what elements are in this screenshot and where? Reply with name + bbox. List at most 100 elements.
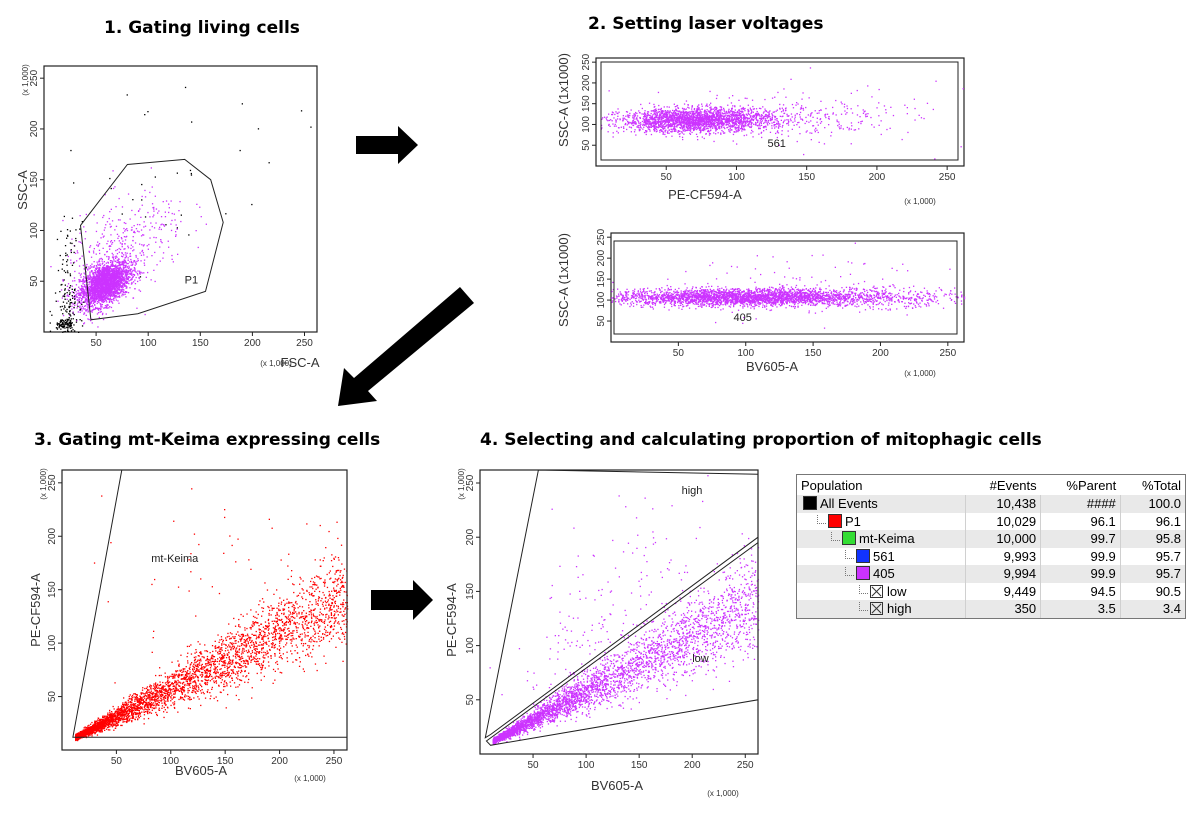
data-point xyxy=(117,300,118,301)
data-point xyxy=(763,130,764,131)
data-point xyxy=(670,124,671,125)
data-point xyxy=(140,252,141,253)
data-point xyxy=(134,280,135,281)
data-point xyxy=(88,279,89,280)
data-point xyxy=(110,234,111,235)
data-point xyxy=(147,256,148,257)
data-point xyxy=(134,274,135,275)
data-point xyxy=(662,120,663,121)
y-tick-label: 200 xyxy=(29,120,40,137)
data-point xyxy=(92,285,93,286)
data-point xyxy=(77,250,78,251)
data-point xyxy=(76,260,77,261)
data-point xyxy=(90,302,91,303)
data-point xyxy=(86,295,87,296)
data-point xyxy=(757,111,758,112)
data-point xyxy=(105,224,106,225)
x-tick-label: 50 xyxy=(91,338,103,349)
data-point xyxy=(127,253,128,254)
data-point xyxy=(136,277,137,278)
data-point xyxy=(113,259,114,260)
data-point xyxy=(84,313,85,314)
data-point xyxy=(92,266,93,267)
data-point xyxy=(114,261,115,262)
x-scale-label: (x 1,000) xyxy=(260,359,292,368)
data-point xyxy=(91,271,92,272)
data-point xyxy=(104,230,105,231)
data-point xyxy=(141,251,142,252)
data-point xyxy=(617,108,618,109)
data-point xyxy=(756,113,757,114)
data-point xyxy=(126,256,127,257)
data-point xyxy=(78,297,79,298)
data-point xyxy=(122,206,123,207)
data-point xyxy=(117,253,118,254)
data-point xyxy=(120,249,121,250)
data-point xyxy=(106,294,107,295)
data-point xyxy=(107,304,108,305)
data-point xyxy=(144,263,145,264)
data-point xyxy=(91,283,92,284)
data-point xyxy=(759,123,760,124)
data-point xyxy=(122,286,123,287)
data-point xyxy=(610,119,611,120)
data-point xyxy=(684,108,685,109)
data-point xyxy=(632,115,633,116)
data-point xyxy=(628,123,629,124)
data-point xyxy=(614,114,615,115)
data-point xyxy=(73,182,74,183)
data-point xyxy=(684,128,685,129)
data-point xyxy=(732,114,733,115)
data-point xyxy=(66,311,67,312)
data-point xyxy=(79,288,80,289)
data-point xyxy=(159,229,160,230)
data-point xyxy=(74,303,75,304)
data-point xyxy=(141,235,142,236)
data-point xyxy=(97,296,98,297)
data-point xyxy=(152,203,153,204)
data-point xyxy=(73,262,74,263)
data-point xyxy=(127,267,128,268)
data-point xyxy=(105,296,106,297)
data-point xyxy=(639,125,640,126)
data-point xyxy=(61,324,62,325)
data-point xyxy=(128,292,129,293)
gate-label: P1 xyxy=(185,274,198,286)
data-point xyxy=(767,124,768,125)
data-point xyxy=(622,118,623,119)
data-point xyxy=(92,310,93,311)
data-point xyxy=(119,292,120,293)
data-point xyxy=(128,260,129,261)
data-point xyxy=(134,288,135,289)
data-point xyxy=(114,265,115,266)
data-point xyxy=(122,294,123,295)
data-point xyxy=(92,293,93,294)
data-point xyxy=(653,121,654,122)
data-point xyxy=(91,296,92,297)
data-point xyxy=(115,276,116,277)
data-point xyxy=(134,231,135,232)
data-point xyxy=(165,216,166,217)
data-point xyxy=(122,241,123,242)
data-point xyxy=(86,288,87,289)
data-point xyxy=(689,133,690,134)
data-point xyxy=(117,268,118,269)
data-point xyxy=(100,277,101,278)
data-point xyxy=(72,329,73,330)
data-point xyxy=(86,294,87,295)
data-point xyxy=(130,271,131,272)
data-point xyxy=(782,130,783,131)
data-point xyxy=(644,110,645,111)
data-point xyxy=(67,319,68,320)
data-point xyxy=(98,264,99,265)
y-scale-label: (x 1,000) xyxy=(21,64,30,96)
data-point xyxy=(62,264,63,265)
data-point xyxy=(105,276,106,277)
data-point xyxy=(151,279,152,280)
data-point xyxy=(191,173,192,174)
data-point xyxy=(639,129,640,130)
data-point xyxy=(69,304,70,305)
data-point xyxy=(93,277,94,278)
data-point xyxy=(91,298,92,299)
data-point xyxy=(107,275,108,276)
